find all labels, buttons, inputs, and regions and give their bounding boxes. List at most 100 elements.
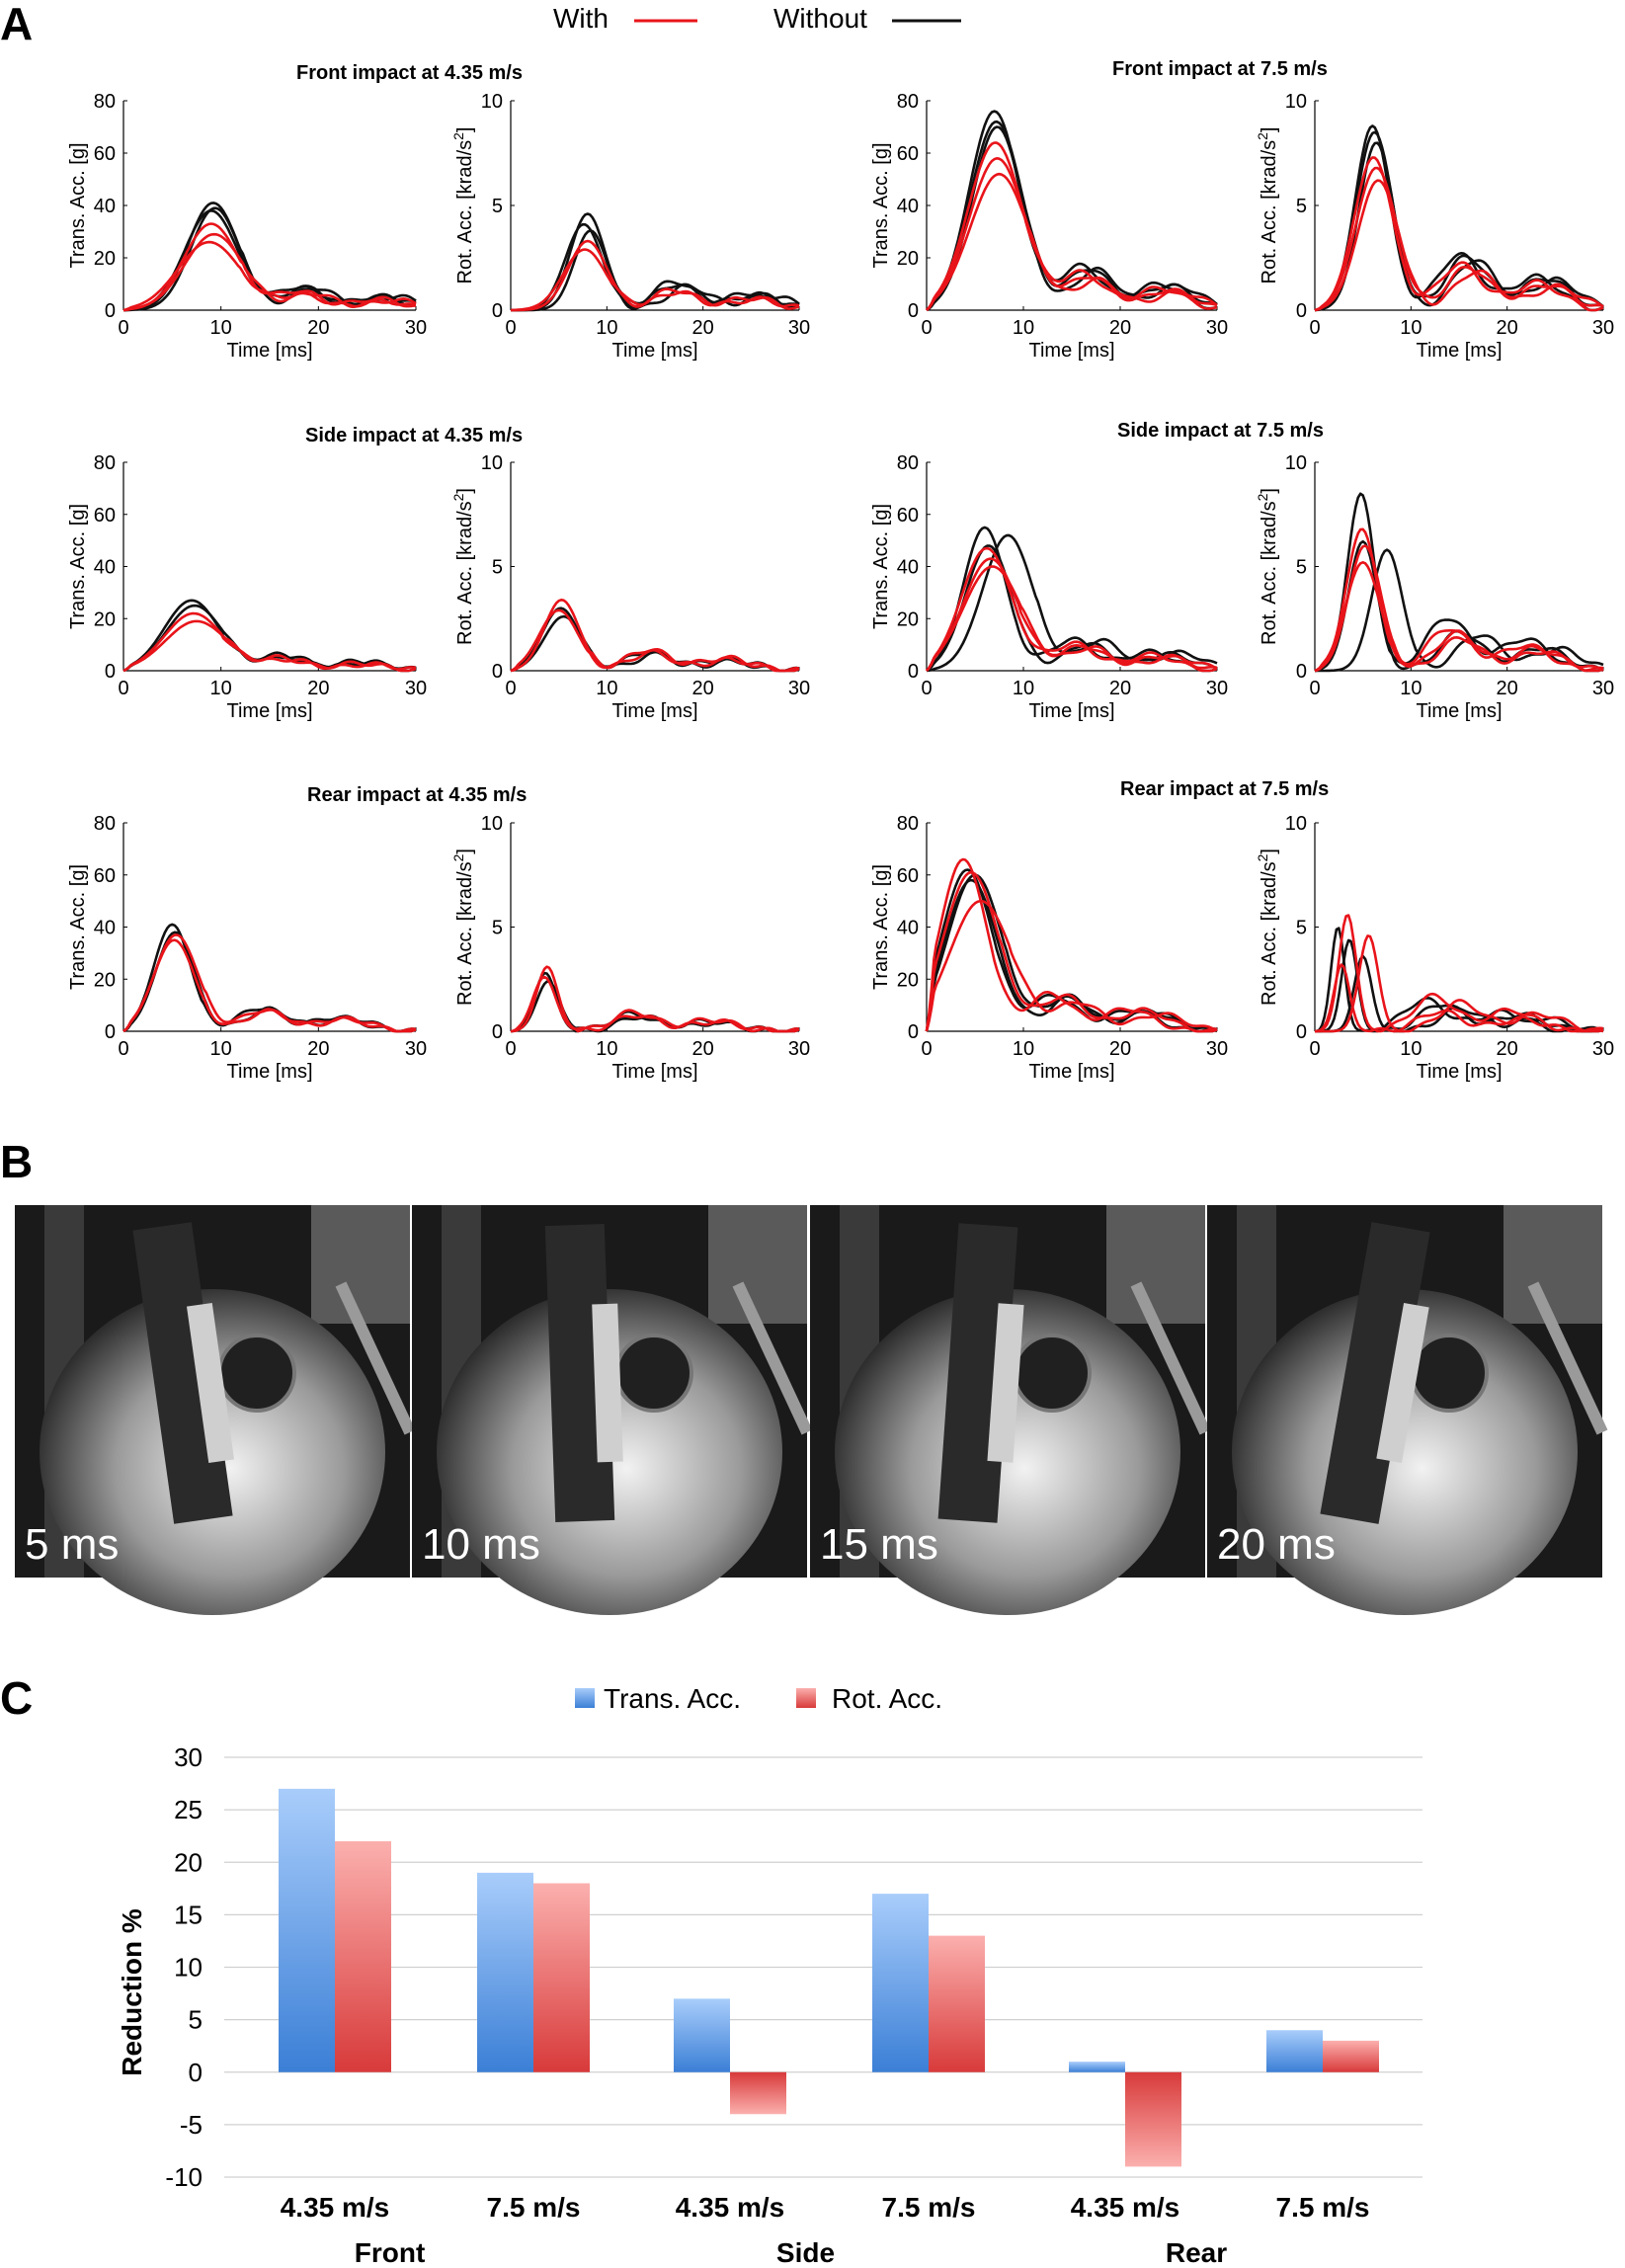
frame-time-label: 10 ms	[422, 1520, 540, 1569]
plot-rear-75-rot: 0 5 10 0 10 20 30 Time [ms] Rot. Acc. [krad/s2]	[1255, 813, 1614, 1083]
impact-anvil	[335, 1281, 416, 1435]
plot-rear-435-rot: 0 5 10 0 10 20 30 Time [ms] Rot. Acc. [krad/s2]	[450, 813, 810, 1083]
y-tick-label: 0	[492, 1021, 503, 1043]
impact-anvil	[732, 1281, 813, 1435]
plot-side-75-rot: 0 5 10 0 10 20 30 Time [ms] Rot. Acc. [krad/s2]	[1255, 452, 1614, 722]
x-tick-label: 10	[210, 1038, 232, 1060]
x-tick-label: 10	[1400, 678, 1422, 699]
y-axis-label: Rot. Acc. [krad/s2]	[1255, 127, 1280, 284]
x-tick-label: 30	[788, 317, 810, 339]
x-tick-label: 30	[1206, 1038, 1228, 1060]
y-tick-label: 80	[897, 91, 919, 113]
series-line-without-2	[511, 222, 800, 312]
y-tick-label: 60	[897, 143, 919, 165]
x-axis-label: Time [ms]	[1416, 1061, 1502, 1083]
helmet-strip	[1320, 1222, 1430, 1524]
x-tick-label: 30	[1592, 317, 1614, 339]
y-tick-label: 0	[908, 1021, 919, 1043]
title-front-75: Front impact at 7.5 m/s	[1112, 58, 1328, 80]
y-tick-label: 20	[897, 608, 919, 630]
panel-letter-b: B	[0, 1136, 33, 1187]
bar-y-tick-label: 10	[174, 1953, 203, 1983]
y-axis-label: Trans. Acc. [g]	[67, 142, 89, 268]
x-axis-label: Time [ms]	[1028, 1061, 1114, 1083]
plot-rear-75-trans: 0 20 40 60 80 0 10 20 30 Time [ms] Trans. Acc. [g]	[870, 813, 1228, 1083]
video-frame: 15 ms	[810, 1205, 1211, 1615]
series-line-without-1	[1314, 124, 1604, 312]
bar-y-tick-label: -5	[180, 2110, 203, 2140]
video-frame: 10 ms	[412, 1205, 813, 1615]
x-tick-label: 30	[405, 678, 427, 699]
x-tick-label: 30	[788, 1038, 810, 1060]
bar-rot	[929, 1935, 985, 2072]
y-axis-label: Rot. Acc. [krad/s2]	[450, 849, 476, 1006]
plot-front-75-rot: 0 5 10 0 10 20 30 Time [ms] Rot. Acc. [krad/s2]	[1255, 91, 1614, 362]
series-line-with-2	[510, 975, 800, 1033]
bar-category-label: 4.35 m/s	[676, 2192, 785, 2223]
series-line-with-2	[510, 248, 800, 312]
x-tick-label: 20	[1109, 317, 1131, 339]
y-tick-label: 0	[492, 661, 503, 683]
x-axis-label: Time [ms]	[611, 340, 697, 362]
x-tick-label: 0	[1309, 317, 1320, 339]
x-tick-label: 20	[1497, 678, 1518, 699]
y-tick-label: 60	[897, 505, 919, 526]
y-tick-label: 40	[94, 196, 116, 217]
y-tick-label: 80	[897, 452, 919, 474]
plot-side-435-trans: 0 20 40 60 80 0 10 20 30 Time [ms] Trans. Acc. [g]	[67, 452, 427, 722]
series-line-with-2	[926, 557, 1218, 672]
y-axis-label: Rot. Acc. [krad/s2]	[450, 488, 476, 645]
x-tick-label: 20	[1109, 678, 1131, 699]
rig-block	[708, 1205, 807, 1324]
y-tick-label: 10	[1285, 452, 1307, 474]
x-tick-label: 0	[1309, 678, 1320, 699]
x-tick-label: 10	[1400, 317, 1422, 339]
bar-trans	[279, 1788, 335, 2072]
rig-block	[1503, 1205, 1602, 1324]
series-line-without-2	[510, 980, 800, 1033]
y-axis-label: Trans. Acc. [g]	[67, 504, 89, 629]
y-tick-label: 40	[94, 557, 116, 579]
plot-rear-435-trans: 0 20 40 60 80 0 10 20 30 Time [ms] Trans. Acc. [g]	[67, 813, 427, 1083]
y-tick-label: 0	[105, 300, 116, 322]
x-axis-label: Time [ms]	[611, 1061, 697, 1083]
plot-side-75-trans: 0 20 40 60 80 0 10 20 30 Time [ms] Trans. Acc. [g]	[870, 452, 1228, 722]
y-tick-label: 5	[492, 557, 503, 579]
title-side-75: Side impact at 7.5 m/s	[1117, 420, 1324, 442]
y-axis-label: Rot. Acc. [krad/s2]	[450, 127, 476, 284]
x-tick-label: 10	[210, 317, 232, 339]
series-line-without-3	[925, 878, 1218, 1033]
x-tick-label: 30	[405, 1038, 427, 1060]
y-tick-label: 40	[897, 196, 919, 217]
y-tick-label: 0	[105, 1021, 116, 1043]
x-tick-label: 10	[1013, 317, 1034, 339]
series-line-with-3	[926, 565, 1218, 672]
rig-block	[311, 1205, 410, 1324]
series-line-with-3	[925, 899, 1218, 1032]
x-tick-label: 30	[1592, 1038, 1614, 1060]
plot-side-435-rot: 0 5 10 0 10 20 30 Time [ms] Rot. Acc. [krad/s2]	[450, 452, 810, 722]
x-tick-label: 0	[505, 678, 516, 699]
series-line-with-1	[511, 239, 800, 312]
bar-trans	[674, 1998, 730, 2072]
series-line-with-3	[1314, 963, 1604, 1033]
y-axis-label: Trans. Acc. [g]	[67, 864, 89, 990]
x-tick-label: 10	[596, 1038, 617, 1060]
x-tick-label: 0	[921, 1038, 932, 1060]
series-line-with-2	[510, 608, 800, 673]
impact-anvil	[1130, 1281, 1211, 1435]
x-tick-label: 10	[1013, 1038, 1034, 1060]
y-tick-label: 80	[897, 813, 919, 835]
y-tick-label: 0	[492, 300, 503, 322]
y-tick-label: 20	[897, 248, 919, 270]
sensor-patch	[592, 1303, 623, 1463]
rig-block	[1106, 1205, 1205, 1324]
plot-front-75-trans: 0 20 40 60 80 0 10 20 30 Time [ms] Trans. Acc. [g]	[870, 91, 1228, 362]
bar-y-tick-label: 20	[174, 1847, 203, 1877]
bar-trans	[1069, 2062, 1125, 2072]
video-frames: 5 ms 10 ms 15 ms 20 ms	[15, 1205, 1608, 1615]
x-tick-label: 10	[1400, 1038, 1422, 1060]
bar-y-axis-label: Reduction %	[117, 1908, 147, 2076]
series-line-with-3	[1314, 179, 1604, 312]
bar-group-label: Side	[776, 2237, 835, 2268]
